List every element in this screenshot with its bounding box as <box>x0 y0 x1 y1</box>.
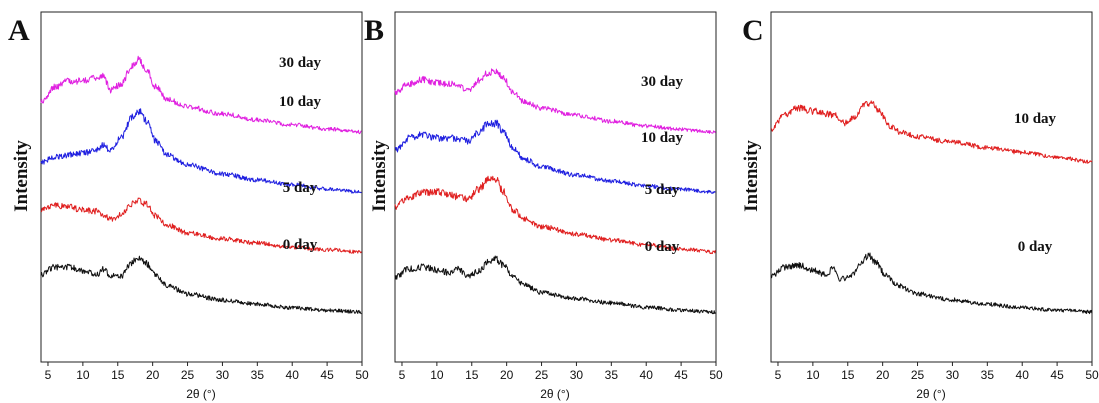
panel-b: B Intensity 5 10 15 20 25 30 35 40 45 50 30 day 10 … <box>364 11 723 401</box>
series-line-5-day <box>40 197 362 254</box>
panel-b-x-tick-label: 35 <box>605 368 619 382</box>
panel-c-letter: C <box>742 14 764 47</box>
series-label-5-day: 5 day <box>645 182 680 198</box>
series-line-0-day <box>40 255 362 315</box>
panel-b-x-tick-label: 45 <box>674 368 688 382</box>
panel-c-x-tick-label: 40 <box>1016 368 1030 382</box>
panel-c-x-tick-label: 5 <box>775 368 782 382</box>
panel-a-plot-area: 5 10 15 20 25 30 35 40 45 50 30 day 10 day 5 day 0 da… <box>40 55 369 382</box>
series-label-5-day: 5 day <box>283 180 318 196</box>
series-line-0-day <box>770 252 1093 315</box>
series-label-10-day: 10 day <box>641 130 684 146</box>
series-line-5-day <box>394 175 716 255</box>
panel-c-plot-frame <box>770 11 1093 363</box>
panel-c-x-tick-label: 45 <box>1050 368 1064 382</box>
series-line-10-day <box>394 119 716 194</box>
panel-a: A Intensity 5 10 15 20 25 30 35 40 45 50 30 day 10 … <box>8 11 369 401</box>
series-line-0-day <box>394 255 716 315</box>
panel-c: C Intensity 5 10 15 20 25 30 35 40 45 50 10 day 0 d… <box>741 11 1099 401</box>
panel-b-x-tick-label: 50 <box>709 368 723 382</box>
panel-c-plot-area: 5 10 15 20 25 30 35 40 45 50 10 day 0 day <box>770 100 1099 382</box>
panel-b-x-tick-label: 25 <box>535 368 549 382</box>
panel-c-x-tick-label: 10 <box>806 368 820 382</box>
panel-b-y-axis-label: Intensity <box>369 140 390 212</box>
series-label-30-day: 30 day <box>641 74 684 90</box>
panel-a-x-tick-label: 15 <box>111 368 125 382</box>
series-line-30-day <box>394 68 716 134</box>
panel-b-plot-area: 5 10 15 20 25 30 35 40 45 50 30 day 10 day 5 day 0 da… <box>394 68 723 382</box>
panel-a-x-tick-label: 20 <box>146 368 160 382</box>
panel-c-y-axis-label: Intensity <box>741 140 762 212</box>
panel-c-x-tick-label: 50 <box>1085 368 1099 382</box>
panel-a-x-tick-label: 40 <box>286 368 300 382</box>
panel-a-x-tick-label: 45 <box>320 368 334 382</box>
panel-c-x-tick-label: 35 <box>981 368 995 382</box>
series-line-10-day <box>40 108 362 194</box>
panel-c-x-tick-label: 30 <box>946 368 960 382</box>
panel-c-x-tick-label: 15 <box>841 368 855 382</box>
panel-c-x-axis-label: 2θ (°) <box>916 387 945 401</box>
series-label-30-day: 30 day <box>279 55 322 71</box>
panel-a-x-tick-label: 50 <box>355 368 369 382</box>
panel-b-x-tick-label: 5 <box>399 368 406 382</box>
series-line-30-day <box>40 55 362 135</box>
panel-a-x-tick-label: 5 <box>45 368 52 382</box>
panel-b-x-tick-label: 20 <box>500 368 514 382</box>
panel-a-x-tick-label: 10 <box>76 368 90 382</box>
series-line-10-day <box>770 100 1093 164</box>
panel-b-x-tick-label: 10 <box>430 368 444 382</box>
panel-b-x-tick-label: 40 <box>640 368 654 382</box>
panel-b-x-axis-label: 2θ (°) <box>540 387 569 401</box>
panel-a-x-tick-label: 30 <box>216 368 230 382</box>
panel-b-letter: B <box>364 14 384 47</box>
panel-a-plot-frame <box>40 11 363 363</box>
series-label-10-day: 10 day <box>1014 111 1057 127</box>
panel-a-x-axis-label: 2θ (°) <box>186 387 215 401</box>
panel-a-x-tick-label: 35 <box>251 368 265 382</box>
panel-a-y-axis-label: Intensity <box>11 140 32 212</box>
panel-c-x-tick-label: 20 <box>876 368 890 382</box>
panel-b-x-tick-label: 15 <box>465 368 479 382</box>
panel-b-plot-frame <box>394 11 717 363</box>
panel-c-x-tick-label: 25 <box>911 368 925 382</box>
panel-a-x-tick-label: 25 <box>181 368 195 382</box>
series-label-0-day: 0 day <box>283 237 318 253</box>
series-label-0-day: 0 day <box>1018 239 1053 255</box>
series-label-0-day: 0 day <box>645 239 680 255</box>
series-label-10-day: 10 day <box>279 94 322 110</box>
panel-b-x-tick-label: 30 <box>570 368 584 382</box>
panel-a-letter: A <box>8 14 30 47</box>
